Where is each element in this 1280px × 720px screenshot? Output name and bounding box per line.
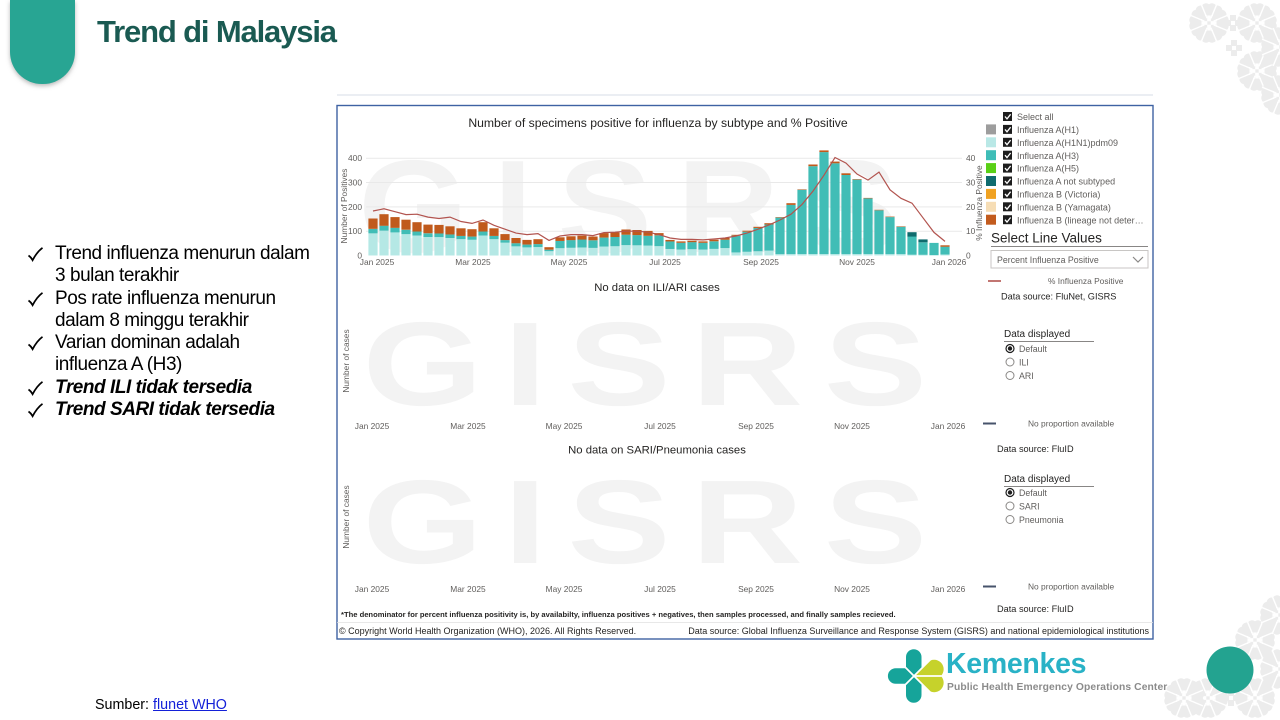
svg-text:SARI: SARI xyxy=(1019,502,1040,512)
svg-text:Influenza A not subtyped: Influenza A not subtyped xyxy=(1017,177,1115,187)
svg-text:Data source: FluID: Data source: FluID xyxy=(997,444,1074,454)
svg-text:Influenza B (Yamagata): Influenza B (Yamagata) xyxy=(1017,202,1111,212)
svg-text:Jan 2026: Jan 2026 xyxy=(931,421,966,431)
svg-text:Mar 2025: Mar 2025 xyxy=(455,257,491,267)
svg-text:0: 0 xyxy=(357,251,362,261)
svg-text:Number of cases: Number of cases xyxy=(341,329,351,392)
svg-text:% Influenza Positive: % Influenza Positive xyxy=(974,165,984,241)
svg-text:Sep 2025: Sep 2025 xyxy=(743,257,779,267)
svg-text:No data on SARI/Pneumonia case: No data on SARI/Pneumonia cases xyxy=(568,445,746,457)
svg-text:© Copyright World Health Organ: © Copyright World Health Organization (W… xyxy=(339,626,636,636)
svg-text:Jan 2026: Jan 2026 xyxy=(932,257,967,267)
svg-text:Data source: FluNet, GISRS: Data source: FluNet, GISRS xyxy=(1001,292,1116,302)
svg-text:Influenza B (Victoria): Influenza B (Victoria) xyxy=(1017,190,1100,200)
svg-text:Mar 2025: Mar 2025 xyxy=(450,584,486,594)
svg-text:ARI: ARI xyxy=(1019,371,1034,381)
svg-text:10: 10 xyxy=(966,226,976,236)
svg-text:No data on ILI/ARI cases: No data on ILI/ARI cases xyxy=(594,282,720,294)
svg-text:Jan 2025: Jan 2025 xyxy=(355,421,390,431)
svg-text:Mar 2025: Mar 2025 xyxy=(450,421,486,431)
svg-text:*The denominator for percent i: *The denominator for percent influenza p… xyxy=(341,610,896,619)
svg-text:300: 300 xyxy=(348,178,362,188)
svg-text:Influenza A(H3): Influenza A(H3) xyxy=(1017,151,1079,161)
svg-text:Pneumonia: Pneumonia xyxy=(1019,515,1064,525)
svg-text:No proportion available: No proportion available xyxy=(1028,419,1114,429)
svg-text:Influenza B (lineage not deter: Influenza B (lineage not deter… xyxy=(1017,215,1144,225)
svg-text:Number of Positives: Number of Positives xyxy=(339,169,349,244)
svg-text:20: 20 xyxy=(966,202,976,212)
svg-text:100: 100 xyxy=(348,226,362,236)
svg-text:Number of cases: Number of cases xyxy=(341,485,351,548)
svg-text:Data source: Global Influenza: Data source: Global Influenza Surveillan… xyxy=(688,626,1149,636)
svg-text:Nov 2025: Nov 2025 xyxy=(834,421,870,431)
svg-text:Data displayed: Data displayed xyxy=(1004,474,1070,485)
svg-text:Nov 2025: Nov 2025 xyxy=(839,257,875,267)
svg-text:Jul 2025: Jul 2025 xyxy=(644,584,676,594)
svg-text:0: 0 xyxy=(966,251,971,261)
svg-text:Jan 2025: Jan 2025 xyxy=(360,257,395,267)
svg-text:Jan 2025: Jan 2025 xyxy=(355,584,390,594)
svg-text:200: 200 xyxy=(348,202,362,212)
svg-text:30: 30 xyxy=(966,178,976,188)
svg-text:Influenza A(H5): Influenza A(H5) xyxy=(1017,164,1079,174)
svg-text:Number of specimens positive f: Number of specimens positive for influen… xyxy=(468,116,848,130)
svg-text:% Influenza Positive: % Influenza Positive xyxy=(1048,276,1124,286)
svg-text:Default: Default xyxy=(1019,344,1047,354)
svg-text:Default: Default xyxy=(1019,488,1047,498)
svg-text:Influenza A(H1N1)pdm09: Influenza A(H1N1)pdm09 xyxy=(1017,138,1118,148)
svg-text:Sep 2025: Sep 2025 xyxy=(738,421,774,431)
svg-text:Data source: FluID: Data source: FluID xyxy=(997,604,1074,614)
svg-text:May 2025: May 2025 xyxy=(546,584,583,594)
svg-text:May 2025: May 2025 xyxy=(546,421,583,431)
svg-text:ILI: ILI xyxy=(1019,358,1029,368)
svg-text:Jul 2025: Jul 2025 xyxy=(649,257,681,267)
svg-text:Select all: Select all xyxy=(1017,112,1054,122)
svg-text:Jul 2025: Jul 2025 xyxy=(644,421,676,431)
svg-text:Jan 2026: Jan 2026 xyxy=(931,584,966,594)
svg-text:Select Line Values: Select Line Values xyxy=(991,231,1102,246)
svg-text:Nov 2025: Nov 2025 xyxy=(834,584,870,594)
svg-text:No proportion available: No proportion available xyxy=(1028,582,1114,592)
svg-text:May 2025: May 2025 xyxy=(551,257,588,267)
svg-text:GISRS: GISRS xyxy=(363,456,948,589)
svg-text:Influenza A(H1): Influenza A(H1) xyxy=(1017,125,1079,135)
svg-text:Percent Influenza Positive: Percent Influenza Positive xyxy=(997,255,1099,265)
svg-text:400: 400 xyxy=(348,153,362,163)
svg-text:Data displayed: Data displayed xyxy=(1004,329,1070,340)
svg-text:Sep 2025: Sep 2025 xyxy=(738,584,774,594)
svg-text:40: 40 xyxy=(966,153,976,163)
svg-text:GISRS: GISRS xyxy=(363,298,948,431)
